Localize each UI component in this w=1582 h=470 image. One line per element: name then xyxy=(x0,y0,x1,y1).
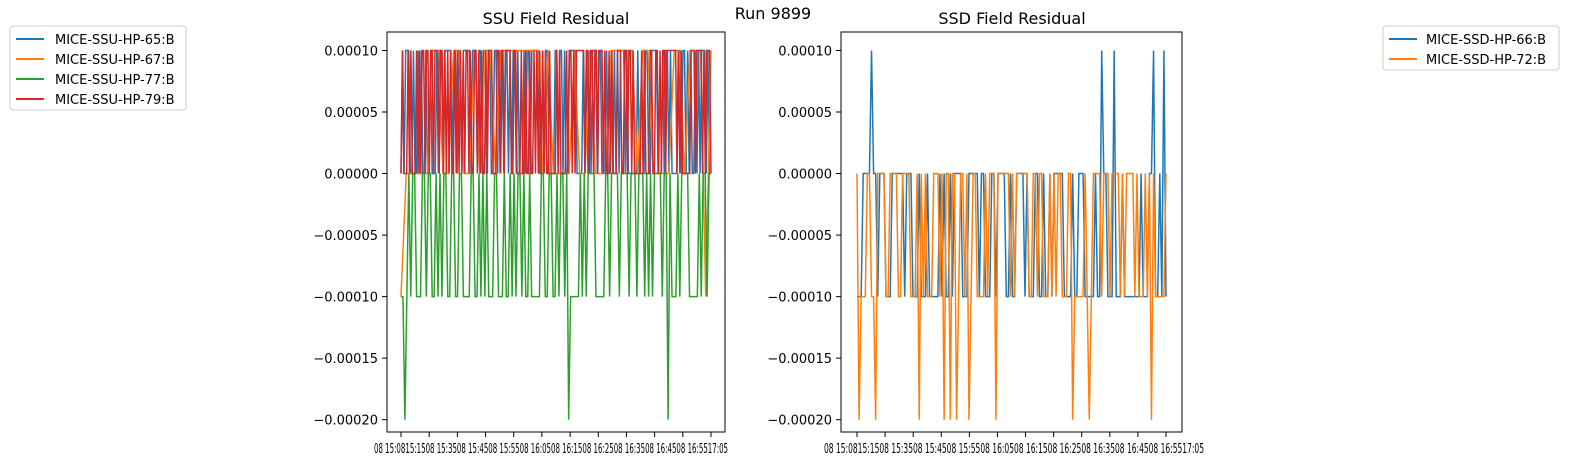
ssu-yaxis: 0.00010 0.00005 0.00000 −0.00005 −0.00010 −0.… xyxy=(313,44,712,437)
ytick-label: 0.00010 xyxy=(324,44,378,59)
legend-label-ssu-67: MICE-SSU-HP-67:B xyxy=(55,53,175,68)
ssd-plot-panel: SSD Field Residual 0.00010 0.00005 0.00000… xyxy=(767,9,1204,457)
ytick-label: 0.00000 xyxy=(778,168,832,183)
ytick-label: −0.00020 xyxy=(313,414,378,429)
ssd-plot-title: SSD Field Residual xyxy=(938,9,1085,28)
ssd-legend: MICE-SSD-HP-66:B MICE-SSD-HP-72:B xyxy=(1382,25,1560,71)
ytick-label: −0.00010 xyxy=(313,291,378,306)
ytick-label: 0.00005 xyxy=(324,106,378,121)
ytick-label: −0.00020 xyxy=(767,414,832,429)
ytick-label: −0.00010 xyxy=(767,291,832,306)
figure-suptitle: Run 9899 xyxy=(735,4,811,23)
legend-label-ssu-77: MICE-SSU-HP-77:B xyxy=(55,73,175,88)
ssu-plot-title: SSU Field Residual xyxy=(483,9,630,28)
legend-label-ssu-79: MICE-SSU-HP-79:B xyxy=(55,93,175,108)
ytick-label: 0.00010 xyxy=(778,44,832,59)
ytick-label: −0.00005 xyxy=(767,229,832,244)
ytick-label: −0.00015 xyxy=(313,352,378,367)
ytick-label: −0.00005 xyxy=(313,229,378,244)
series-line-mice-ssd-hp-72-b xyxy=(856,172,1167,420)
ssd-yaxis: 0.00010 0.00005 0.00000 −0.00005 −0.00010 −0.… xyxy=(767,44,1167,437)
ssu-plot-panel: SSU Field Residual 0.00010 0.00005 0.00000… xyxy=(313,9,728,457)
ssu-xtick-labels: 08 15:0815:1508 15:3508 15:4508 15:5508 … xyxy=(374,442,728,457)
ssu-series-layer xyxy=(400,49,712,420)
ssu-plot-frame xyxy=(386,31,726,433)
ytick-label: −0.00015 xyxy=(767,352,832,367)
ssd-series-layer xyxy=(856,50,1167,420)
legend-label-ssd-72: MICE-SSD-HP-72:B xyxy=(1426,53,1546,68)
legend-label-ssu-65: MICE-SSU-HP-65:B xyxy=(55,33,175,48)
series-line-mice-ssu-hp-77-b xyxy=(401,172,711,420)
series-line-mice-ssu-hp-79-b xyxy=(400,49,712,175)
ssd-plot-frame xyxy=(840,31,1183,433)
ytick-label: 0.00000 xyxy=(324,168,378,183)
ssu-legend: MICE-SSU-HP-65:B MICE-SSU-HP-67:B MICE-S… xyxy=(9,25,187,111)
legend-label-ssd-66: MICE-SSD-HP-66:B xyxy=(1426,33,1546,48)
ytick-label: 0.00005 xyxy=(778,106,832,121)
ssd-xtick-labels: 08 15:0815:1508 15:3508 15:4508 15:5508 … xyxy=(824,442,1204,457)
